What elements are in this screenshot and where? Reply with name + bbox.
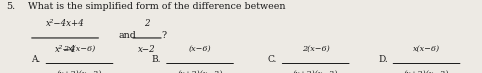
Text: (x+2)(x−2): (x+2)(x−2) [177, 70, 223, 73]
Text: A.: A. [31, 55, 40, 64]
Text: 5.: 5. [6, 2, 15, 11]
Text: 2x(x−6): 2x(x−6) [64, 45, 95, 53]
Text: B.: B. [152, 55, 161, 64]
Text: 2(x−6): 2(x−6) [302, 45, 330, 53]
Text: and: and [118, 31, 136, 40]
Text: What is the simplified form of the difference between: What is the simplified form of the diffe… [28, 2, 285, 11]
Text: 2: 2 [144, 19, 150, 28]
Text: D.: D. [378, 55, 388, 64]
Text: (x−6): (x−6) [189, 45, 211, 53]
Text: x²−4x+4: x²−4x+4 [46, 19, 84, 28]
Text: x²−4: x²−4 [54, 45, 76, 54]
Text: C.: C. [268, 55, 277, 64]
Text: x(x−6): x(x−6) [413, 45, 440, 53]
Text: (x+2)(x−2): (x+2)(x−2) [404, 70, 449, 73]
Text: ?: ? [161, 31, 167, 40]
Text: x−2: x−2 [138, 45, 156, 54]
Text: (x+2)(x−2): (x+2)(x−2) [57, 70, 102, 73]
Text: (x+2)(x−2): (x+2)(x−2) [293, 70, 338, 73]
